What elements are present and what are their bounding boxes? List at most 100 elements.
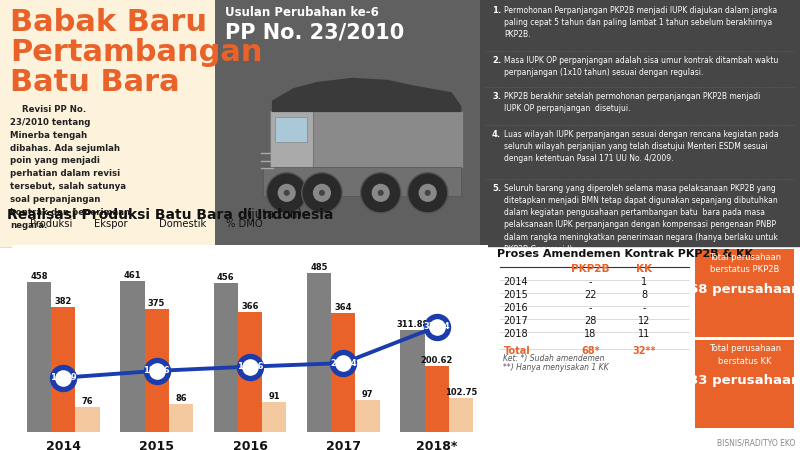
Bar	[425, 366, 449, 432]
Text: 3.: 3.	[492, 92, 501, 101]
Circle shape	[407, 173, 448, 213]
Text: 8: 8	[642, 290, 647, 300]
Bar	[331, 313, 355, 432]
Point	[337, 360, 350, 367]
Bar	[307, 273, 331, 432]
Text: Produksi: Produksi	[30, 219, 73, 229]
Text: Luas wilayah IUPK perpanjangan sesuai dengan rencana kegiatan pada
seluruh wilay: Luas wilayah IUPK perpanjangan sesuai de…	[504, 130, 778, 163]
Bar	[355, 400, 380, 432]
Text: (juta ton): (juta ton)	[243, 208, 302, 221]
Bar	[238, 312, 262, 432]
Point	[244, 363, 257, 370]
Text: 21.04: 21.04	[330, 359, 357, 368]
Text: 485: 485	[310, 263, 328, 272]
Text: Pertambangan: Pertambangan	[10, 38, 262, 67]
Point	[57, 374, 70, 381]
Text: 91: 91	[269, 392, 280, 401]
Bar	[75, 407, 100, 432]
Text: Ekspor: Ekspor	[94, 219, 128, 229]
Circle shape	[418, 184, 437, 202]
Text: 76: 76	[82, 397, 94, 406]
FancyBboxPatch shape	[215, 0, 480, 247]
Bar	[214, 283, 238, 432]
FancyBboxPatch shape	[695, 249, 794, 337]
Text: % DMO: % DMO	[226, 219, 263, 229]
Text: 4.: 4.	[492, 130, 501, 139]
Text: Masa IUPK OP perpanjangan adalah sisa umur kontrak ditambah waktu
perpanjangan (: Masa IUPK OP perpanjangan adalah sisa um…	[504, 56, 778, 77]
Text: 2.: 2.	[492, 56, 501, 65]
Text: 2018: 2018	[503, 329, 528, 339]
Text: Seluruh barang yang diperoleh selama masa pelaksanaan PKP2B yang
ditetapkan menj: Seluruh barang yang diperoleh selama mas…	[504, 184, 778, 254]
Text: 28: 28	[584, 316, 597, 326]
Bar	[449, 398, 473, 432]
FancyBboxPatch shape	[275, 117, 307, 143]
Text: Total perusahaan
berstatus PKP2B: Total perusahaan berstatus PKP2B	[709, 253, 781, 274]
Text: -: -	[642, 303, 646, 313]
Text: Total: Total	[503, 346, 530, 356]
Text: 2014: 2014	[503, 277, 528, 287]
Text: Realisasi Produksi Batu Bara di Indonesia: Realisasi Produksi Batu Bara di Indonesi…	[7, 208, 334, 222]
FancyBboxPatch shape	[270, 112, 313, 168]
Text: **) Hanya menyisakan 1 KK: **) Hanya menyisakan 1 KK	[503, 363, 609, 372]
Text: 461: 461	[123, 271, 142, 280]
Text: Ket: *) Sudah amendemen: Ket: *) Sudah amendemen	[503, 354, 605, 363]
Circle shape	[313, 184, 331, 202]
Circle shape	[319, 190, 325, 196]
Text: 18: 18	[584, 329, 597, 339]
Text: 364: 364	[334, 303, 352, 312]
Text: 68*: 68*	[581, 346, 600, 356]
FancyBboxPatch shape	[0, 0, 215, 247]
Text: 375: 375	[148, 299, 166, 308]
Text: 366: 366	[242, 302, 258, 311]
Bar	[145, 309, 169, 432]
Circle shape	[425, 190, 430, 196]
Circle shape	[284, 190, 290, 196]
FancyBboxPatch shape	[263, 167, 461, 196]
Text: Domestik: Domestik	[158, 219, 206, 229]
Text: BISNIS/RADITYO EKO: BISNIS/RADITYO EKO	[717, 438, 795, 447]
Point	[244, 363, 257, 370]
Text: 102.75: 102.75	[445, 388, 477, 397]
Bar	[27, 282, 51, 432]
Text: 2015: 2015	[503, 290, 528, 300]
Text: PKP2B berakhir setelah permohonan perpanjangan PKP2B menjadi
IUPK OP perpanjanga: PKP2B berakhir setelah permohonan perpan…	[504, 92, 760, 113]
Bar	[262, 402, 286, 432]
Point	[150, 367, 163, 374]
Text: 86: 86	[175, 394, 186, 403]
Text: KK: KK	[637, 264, 653, 274]
Text: Revisi PP No.
23/2010 tentang
Minerba tengah
dibahas. Ada sejumlah
poin yang men: Revisi PP No. 23/2010 tentang Minerba te…	[10, 105, 130, 230]
Text: 5.: 5.	[492, 184, 501, 193]
Circle shape	[378, 190, 384, 196]
Text: 18.66: 18.66	[143, 366, 170, 375]
Text: 458: 458	[30, 272, 48, 281]
Text: 382: 382	[54, 297, 72, 306]
Bar	[400, 330, 425, 432]
Bar	[169, 404, 193, 432]
Text: 33 perusahaan: 33 perusahaan	[690, 374, 800, 387]
Text: 32**: 32**	[633, 346, 656, 356]
Text: 32.14: 32.14	[423, 322, 450, 331]
Text: Usulan Perubahan ke-6: Usulan Perubahan ke-6	[225, 6, 379, 19]
Text: -: -	[589, 303, 592, 313]
Text: Batu Bara: Batu Bara	[10, 68, 180, 97]
Text: 11: 11	[638, 329, 650, 339]
Circle shape	[302, 173, 342, 213]
Text: 456: 456	[217, 273, 234, 282]
Bar	[120, 281, 145, 432]
Text: Proses Amendemen Kontrak PKP2B & KK: Proses Amendemen Kontrak PKP2B & KK	[498, 249, 754, 259]
Text: 2017: 2017	[503, 316, 528, 326]
Text: PP No. 23/2010: PP No. 23/2010	[225, 22, 404, 42]
FancyBboxPatch shape	[480, 0, 800, 247]
Point	[337, 360, 350, 367]
Text: 19.96: 19.96	[237, 362, 263, 371]
Point	[430, 323, 443, 330]
Text: 68 perusahaan: 68 perusahaan	[690, 283, 800, 296]
Bar	[51, 307, 75, 432]
Point	[57, 374, 70, 381]
Circle shape	[372, 184, 390, 202]
Point	[150, 367, 163, 374]
Text: Total perusahaan
berstatus KK: Total perusahaan berstatus KK	[709, 344, 781, 366]
Circle shape	[278, 184, 296, 202]
Text: PKP2B: PKP2B	[571, 264, 610, 274]
Text: 2016: 2016	[503, 303, 528, 313]
